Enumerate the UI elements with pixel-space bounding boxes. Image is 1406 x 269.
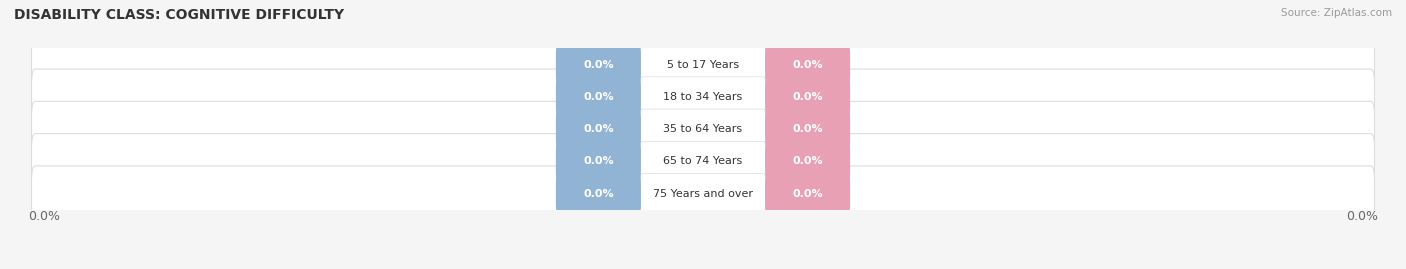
FancyBboxPatch shape: [555, 109, 641, 149]
FancyBboxPatch shape: [640, 45, 766, 84]
FancyBboxPatch shape: [555, 174, 641, 214]
Text: 0.0%: 0.0%: [793, 124, 823, 134]
Text: 0.0%: 0.0%: [793, 92, 823, 102]
Text: 35 to 64 Years: 35 to 64 Years: [664, 124, 742, 134]
Text: DISABILITY CLASS: COGNITIVE DIFFICULTY: DISABILITY CLASS: COGNITIVE DIFFICULTY: [14, 8, 344, 22]
FancyBboxPatch shape: [765, 141, 851, 181]
FancyBboxPatch shape: [640, 77, 766, 117]
FancyBboxPatch shape: [31, 166, 1375, 221]
Text: 0.0%: 0.0%: [583, 189, 613, 199]
FancyBboxPatch shape: [31, 134, 1375, 189]
FancyBboxPatch shape: [555, 77, 641, 117]
FancyBboxPatch shape: [640, 141, 766, 181]
Text: 0.0%: 0.0%: [583, 156, 613, 167]
Text: 0.0%: 0.0%: [793, 59, 823, 70]
Text: 5 to 17 Years: 5 to 17 Years: [666, 59, 740, 70]
Text: 0.0%: 0.0%: [583, 124, 613, 134]
FancyBboxPatch shape: [640, 174, 766, 214]
FancyBboxPatch shape: [555, 45, 641, 84]
FancyBboxPatch shape: [765, 45, 851, 84]
Text: 0.0%: 0.0%: [793, 156, 823, 167]
FancyBboxPatch shape: [765, 77, 851, 117]
Text: 65 to 74 Years: 65 to 74 Years: [664, 156, 742, 167]
FancyBboxPatch shape: [31, 69, 1375, 125]
Text: 0.0%: 0.0%: [793, 189, 823, 199]
Text: 75 Years and over: 75 Years and over: [652, 189, 754, 199]
Text: 0.0%: 0.0%: [1346, 210, 1378, 223]
Text: 0.0%: 0.0%: [28, 210, 60, 223]
Text: 18 to 34 Years: 18 to 34 Years: [664, 92, 742, 102]
Text: 0.0%: 0.0%: [583, 92, 613, 102]
FancyBboxPatch shape: [765, 109, 851, 149]
FancyBboxPatch shape: [765, 174, 851, 214]
FancyBboxPatch shape: [555, 141, 641, 181]
FancyBboxPatch shape: [31, 101, 1375, 157]
Text: Source: ZipAtlas.com: Source: ZipAtlas.com: [1281, 8, 1392, 18]
FancyBboxPatch shape: [31, 37, 1375, 92]
FancyBboxPatch shape: [640, 109, 766, 149]
Text: 0.0%: 0.0%: [583, 59, 613, 70]
